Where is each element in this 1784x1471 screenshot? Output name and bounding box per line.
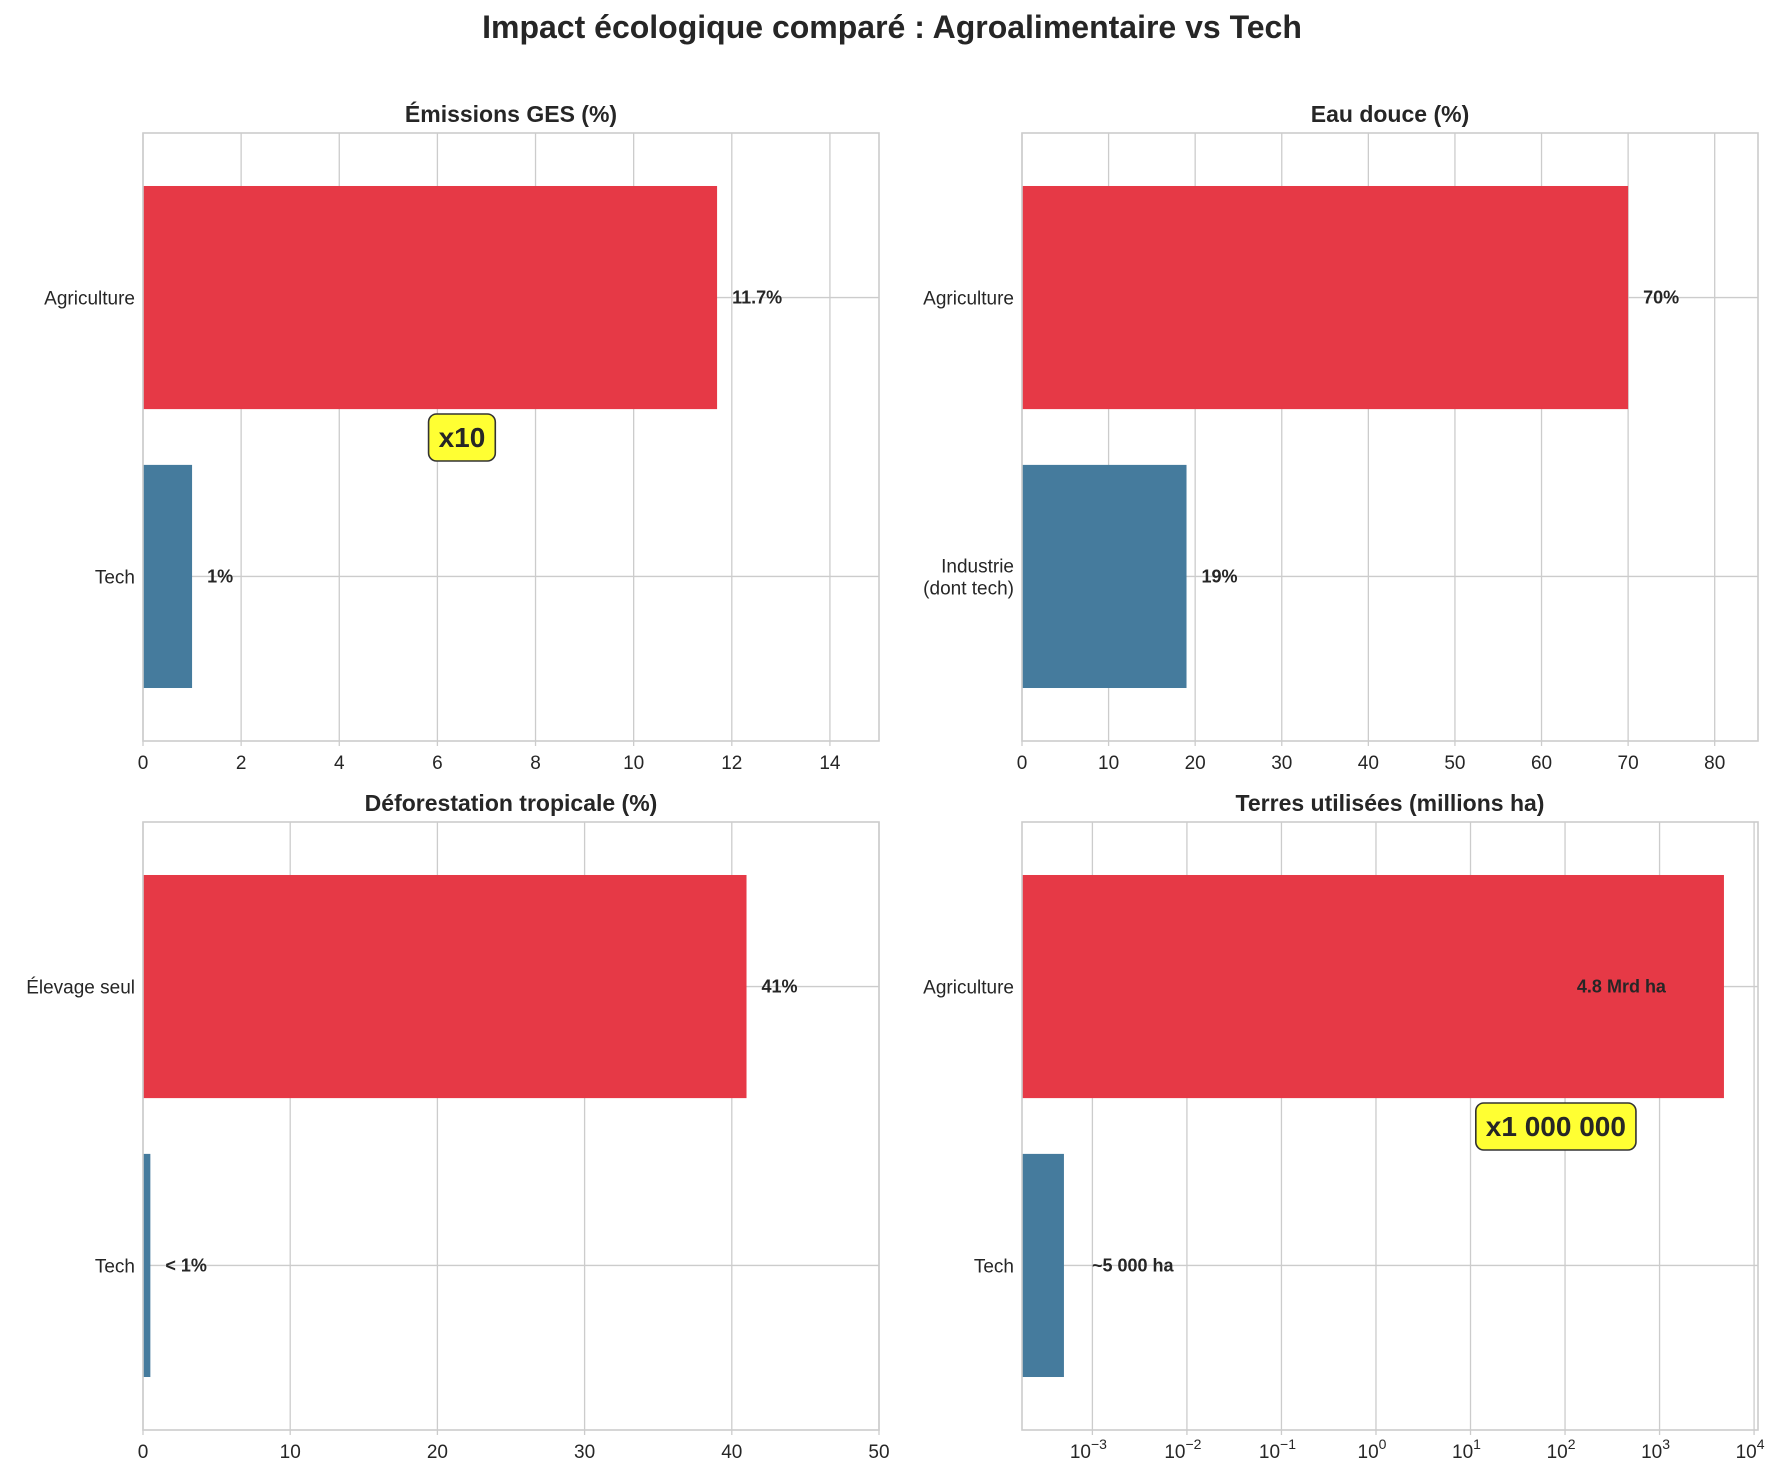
- category-label: Tech: [95, 1256, 135, 1277]
- value-label: 70%: [1643, 288, 1679, 308]
- category-label: Élevage seul: [26, 978, 135, 999]
- x-tick-label: 104: [1736, 1436, 1765, 1463]
- x-tick-label: 14: [819, 753, 841, 774]
- panel-1: Émissions GES (%) 0 2 4 6 8 10 12 14 Agriculture T…: [44, 100, 880, 774]
- axes-frame: [1021, 821, 1759, 1431]
- ratio-callout-box: [1475, 1102, 1637, 1151]
- x-tick-label: 10: [623, 753, 644, 774]
- value-label: 1%: [207, 566, 233, 586]
- category-label: Agriculture: [44, 289, 135, 310]
- x-tick-label: 50: [868, 1442, 889, 1463]
- bar-agriculture: [143, 185, 718, 410]
- panel-title: Eau douce (%): [1311, 101, 1469, 127]
- panel-3: Déforestation tropicale (%) 0 10 20 30 40 50 Él…: [26, 790, 889, 1463]
- category-label: Agriculture: [923, 978, 1014, 999]
- x-tick-label: 0: [138, 753, 149, 774]
- bar-agriculture: [143, 874, 747, 1099]
- figure-title: Impact écologique comparé : Agroalimenta…: [482, 9, 1302, 45]
- x-tick-label: 101: [1452, 1436, 1481, 1463]
- x-tick-label: 6: [432, 753, 443, 774]
- x-tick-label: 102: [1547, 1436, 1576, 1463]
- x-tick-label: 0: [138, 1442, 149, 1463]
- value-label: ~5 000 ha: [1092, 1255, 1175, 1275]
- axes-frame: [142, 132, 880, 742]
- category-label: Tech: [95, 567, 135, 588]
- panel-4: Terres utilisées (millions ha) 10−3 10−2 10…: [923, 790, 1765, 1463]
- value-label: 41%: [762, 977, 798, 997]
- x-tick-label: 20: [1185, 753, 1206, 774]
- bar-tech: [143, 1153, 151, 1378]
- panel-title: Terres utilisées (millions ha): [1236, 790, 1545, 816]
- x-tick-label: 30: [574, 1442, 595, 1463]
- x-tick-label: 8: [530, 753, 541, 774]
- x-tick-label: 50: [1444, 753, 1465, 774]
- value-label: 11.7%: [732, 288, 782, 308]
- x-tick-label: 30: [1271, 753, 1292, 774]
- x-tick-label: 10: [280, 1442, 301, 1463]
- x-tick-label: 10−3: [1070, 1436, 1107, 1463]
- axes-frame: [1021, 132, 1759, 742]
- x-tick-label: 100: [1358, 1436, 1387, 1463]
- category-label: Tech: [974, 1256, 1014, 1277]
- x-tick-label: 4: [334, 753, 345, 774]
- bar-tech: [143, 464, 193, 689]
- value-label: < 1%: [165, 1255, 207, 1275]
- x-tick-label: 40: [1358, 753, 1379, 774]
- x-tick-label: 12: [721, 753, 742, 774]
- x-tick-label: 10−1: [1259, 1436, 1296, 1463]
- x-tick-label: 70: [1618, 753, 1639, 774]
- value-label: 19%: [1202, 566, 1238, 586]
- x-tick-label: 80: [1704, 753, 1725, 774]
- value-label: 4.8 Mrd ha: [1577, 977, 1667, 997]
- panel-title: Déforestation tropicale (%): [365, 790, 658, 816]
- x-tick-label: 0: [1017, 753, 1028, 774]
- panel-2: Eau douce (%) 0 10 20 30 40 50 60 70 80 Agricultur…: [923, 101, 1759, 774]
- panel-title: Émissions GES (%): [405, 100, 617, 127]
- bar-tech: [1022, 464, 1187, 689]
- x-tick-label: 40: [721, 1442, 742, 1463]
- bar-agriculture: [1022, 185, 1629, 410]
- x-tick-label: 60: [1531, 753, 1552, 774]
- x-tick-label: 103: [1641, 1436, 1670, 1463]
- ratio-callout-text: x10: [439, 422, 486, 453]
- category-label: Agriculture: [923, 289, 1014, 310]
- category-label: Industrie (dont tech): [923, 556, 1014, 599]
- ratio-callout-box: [427, 413, 497, 462]
- x-tick-label: 20: [427, 1442, 448, 1463]
- bar-agriculture: [1022, 874, 1724, 1099]
- x-tick-label: 10−2: [1164, 1436, 1201, 1463]
- axes-frame: [142, 821, 880, 1431]
- bar-tech: [1022, 1153, 1064, 1378]
- x-tick-label: 2: [236, 753, 247, 774]
- ratio-callout-text: x1 000 000: [1486, 1111, 1626, 1142]
- x-tick-label: 10: [1098, 753, 1119, 774]
